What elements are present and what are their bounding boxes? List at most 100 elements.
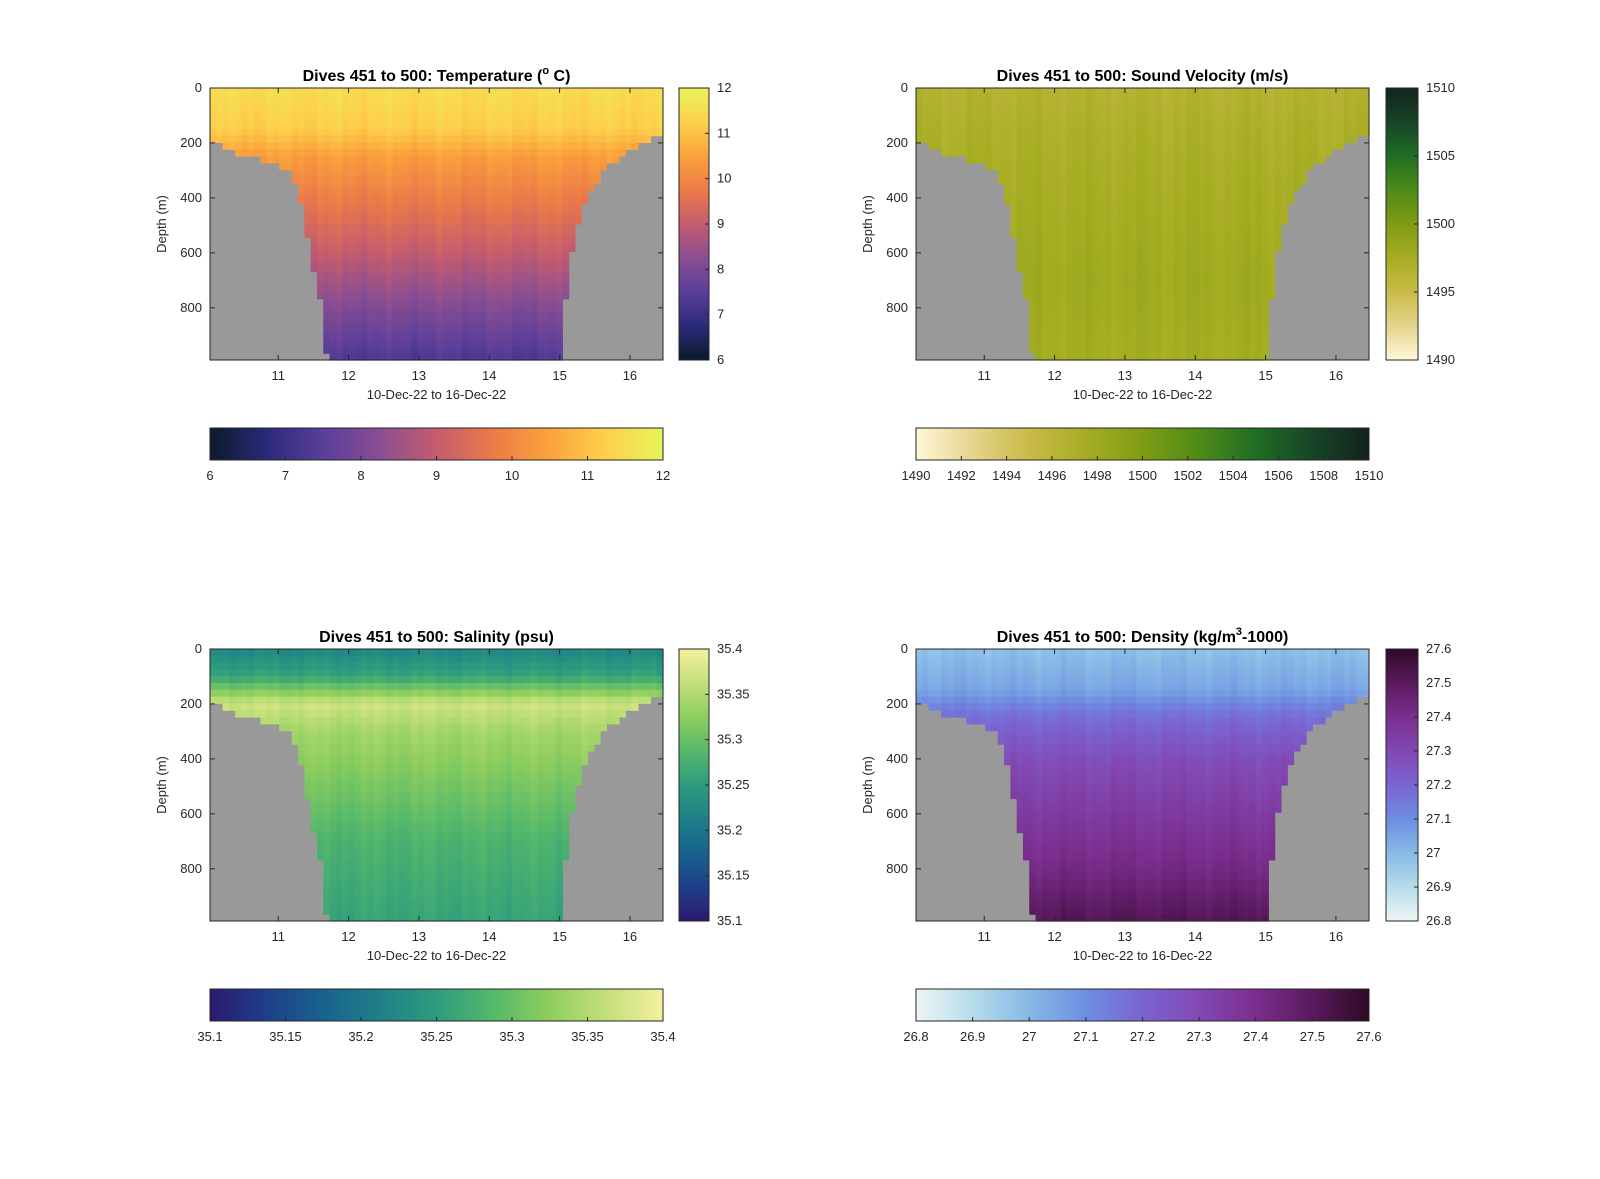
sound-velocity-cell <box>1262 346 1269 354</box>
temperature-cell <box>430 271 438 279</box>
sound-velocity-cell <box>1060 156 1068 164</box>
sound-velocity-cell <box>972 101 980 109</box>
sound-velocity-cell <box>1073 271 1081 279</box>
sound-velocity-cell <box>1148 278 1156 286</box>
temperature-cell <box>335 326 343 334</box>
sound-velocity-cell <box>1092 183 1100 191</box>
temperature-cell <box>216 94 224 103</box>
temperature-cell <box>556 285 563 293</box>
temperature-cell <box>304 122 312 130</box>
sound-velocity-x-tick-label: 12 <box>1047 368 1061 383</box>
temperature-cell <box>436 142 444 150</box>
temperature-cell <box>587 169 595 177</box>
temperature-cell <box>486 135 494 143</box>
sound-velocity-cell <box>960 88 967 96</box>
sound-velocity-cell <box>1186 312 1194 320</box>
temperature-cell <box>329 183 337 191</box>
salinity-cell <box>361 778 368 786</box>
temperature-cell <box>480 292 488 300</box>
sound-velocity-cell <box>1048 332 1056 341</box>
temperature-cell <box>379 142 387 150</box>
temperature-cell <box>423 285 431 293</box>
sound-velocity-cell <box>1161 305 1169 313</box>
salinity-cell <box>411 717 419 725</box>
sound-velocity-cell <box>1054 169 1062 177</box>
sound-velocity-cell <box>1249 237 1257 245</box>
sound-velocity-cell <box>1117 176 1125 184</box>
sound-velocity-cell <box>1161 190 1169 198</box>
sound-velocity-cell <box>1173 326 1181 334</box>
salinity-cell <box>216 676 224 684</box>
sound-velocity-cell <box>1048 292 1056 300</box>
temperature-cell <box>392 176 400 184</box>
temperature-cell <box>423 230 431 239</box>
sound-velocity-cell <box>1136 149 1144 157</box>
salinity-cell <box>354 785 362 793</box>
sound-velocity-cell <box>1155 108 1162 116</box>
sound-velocity-cell <box>1148 298 1156 307</box>
sound-velocity-cell <box>1224 278 1232 286</box>
sound-velocity-cell <box>1161 162 1169 171</box>
sound-velocity-cell <box>1262 271 1269 279</box>
temperature-cell <box>335 190 343 198</box>
temperature-cell <box>386 332 394 341</box>
temperature-cell <box>549 128 557 137</box>
temperature-cell <box>524 251 532 259</box>
temperature-cell <box>430 339 438 347</box>
sound-velocity-cell <box>1016 115 1024 123</box>
sound-velocity-cell <box>1155 264 1162 273</box>
sound-velocity-cell <box>985 94 993 103</box>
sound-velocity-cell <box>1186 122 1194 130</box>
sound-velocity-cell <box>928 88 936 96</box>
salinity-cell <box>304 710 312 718</box>
salinity-cell <box>348 669 356 677</box>
sound-velocity-cell <box>1123 88 1131 96</box>
temperature-cell <box>342 128 350 137</box>
sound-velocity-cell <box>1218 203 1225 211</box>
sound-velocity-cell <box>1048 183 1056 191</box>
salinity-cell <box>405 853 412 861</box>
sound-velocity-cell <box>1211 271 1219 279</box>
temperature-cell <box>310 122 318 130</box>
salinity-cell <box>405 900 412 908</box>
sound-velocity-cell <box>1111 312 1118 320</box>
temperature-cell <box>386 156 394 164</box>
salinity-cell <box>405 683 412 691</box>
salinity-cell <box>323 696 331 704</box>
sound-velocity-cell <box>1129 156 1137 164</box>
salinity-cell <box>260 649 268 657</box>
sound-velocity-cell <box>1243 339 1251 347</box>
temperature-cell <box>518 149 526 157</box>
temperature-cell <box>556 319 563 327</box>
temperature-cell <box>493 230 501 239</box>
sound-velocity-cell <box>1161 251 1169 259</box>
temperature-cell <box>574 135 582 143</box>
sound-velocity-cell <box>1155 271 1162 279</box>
temperature-cell <box>405 156 412 164</box>
temperature-cell <box>398 169 406 177</box>
temperature-cell <box>316 142 324 150</box>
temperature-cell <box>480 312 488 320</box>
temperature-cell <box>499 353 507 361</box>
sound-velocity-cell <box>941 128 949 137</box>
temperature-cell <box>398 183 406 191</box>
temperature-cell <box>254 94 261 103</box>
salinity-cell <box>373 655 381 664</box>
salinity-cell <box>260 669 268 677</box>
sound-velocity-cell <box>1205 305 1213 313</box>
sound-velocity-cell <box>1167 88 1175 96</box>
temperature-cell <box>618 101 626 109</box>
sound-velocity-cell <box>1035 271 1043 279</box>
temperature-cell <box>398 142 406 150</box>
temperature-cell <box>530 162 538 171</box>
sound-velocity-cell <box>1324 88 1332 96</box>
sound-velocity-cell <box>1236 298 1244 307</box>
temperature-cell <box>354 278 362 286</box>
sound-velocity-cell <box>1180 203 1188 211</box>
temperature-cell <box>279 128 287 137</box>
temperature-cell <box>361 183 368 191</box>
salinity-cell <box>379 676 387 684</box>
sound-velocity-cell <box>1173 244 1181 252</box>
temperature-cell <box>650 101 658 109</box>
